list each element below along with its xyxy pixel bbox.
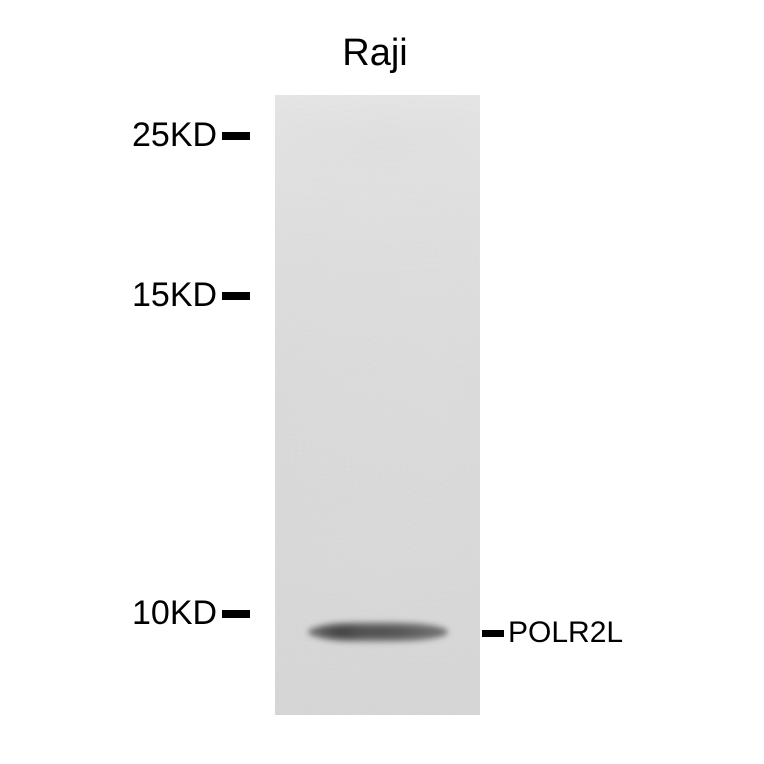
blot-lane [275, 95, 480, 715]
mw-marker-25kd: 25KD [132, 116, 250, 155]
mw-marker-label: 15KD [132, 276, 217, 315]
mw-marker-10kd: 10KD [132, 594, 250, 633]
band-label-text: POLR2L [508, 616, 623, 650]
mw-marker-tick [222, 610, 250, 618]
band-label-polr2l: POLR2L [482, 616, 623, 650]
mw-marker-label: 10KD [132, 594, 217, 633]
mw-marker-tick [222, 292, 250, 300]
band-label-tick [482, 630, 504, 637]
mw-marker-tick [222, 132, 250, 140]
blot-lane-container [275, 95, 480, 715]
protein-band-polr2l [308, 622, 448, 642]
mw-marker-15kd: 15KD [132, 276, 250, 315]
mw-marker-label: 25KD [132, 116, 217, 155]
sample-label: Raji [310, 32, 440, 75]
